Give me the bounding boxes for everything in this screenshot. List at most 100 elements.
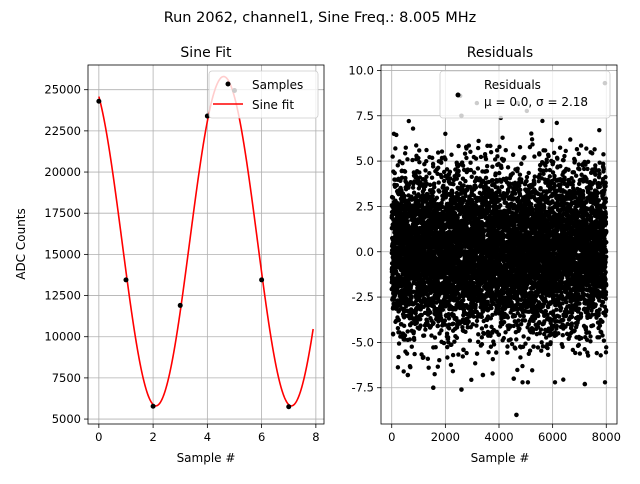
residual-point [484,324,488,328]
residual-point [417,148,421,152]
residual-point [476,166,480,170]
residual-point [471,322,475,326]
residual-point [412,352,416,356]
residual-point [484,157,488,161]
sine-fit-xtick-label: 2 [149,430,156,444]
residual-point [436,150,440,154]
sample-point [123,277,128,282]
residual-point [475,352,479,356]
residual-point [515,167,519,171]
residual-point [513,191,517,195]
residual-point [410,158,414,162]
residual-point [430,194,434,198]
residual-point [461,298,465,302]
residual-point [455,336,459,340]
residual-point [510,342,514,346]
residual-point [505,351,509,355]
residual-point [405,157,409,161]
legend-label-sine-fit: Sine fit [252,98,294,112]
residual-point [484,176,488,180]
residual-point [447,326,451,330]
residual-point [461,163,465,167]
residual-point [476,332,480,336]
residual-point [404,145,408,149]
residual-point [393,171,397,175]
residual-point [431,321,435,325]
residual-point [436,365,440,369]
residual-point [451,322,455,326]
residual-point [515,368,519,372]
residual-point [464,351,468,355]
residual-point [506,189,510,193]
residual-point [480,315,484,319]
residual-point [395,183,399,187]
sine-fit-xtick-label: 0 [95,430,102,444]
residual-point [446,335,450,339]
residual-point [403,333,407,337]
residual-point [442,341,446,345]
residual-point [390,154,394,158]
residual-point [393,146,397,150]
residual-point [490,165,494,169]
residual-point [443,157,447,161]
sine-fit-xlabel: Sample # [177,451,236,465]
residual-point [476,146,480,150]
residual-point [451,353,455,357]
residual-point [499,166,503,170]
residual-point [486,350,490,354]
residual-point [497,171,501,175]
sine-fit-ytick-label: 20000 [44,165,81,179]
residual-point [456,173,460,177]
residual-point [396,355,400,359]
residual-point [485,169,489,173]
residual-point [456,144,460,148]
residual-point [514,337,518,341]
residual-point [432,372,436,376]
residual-point [504,148,508,152]
residual-point [469,378,473,382]
sample-point [178,303,183,308]
residual-point [395,201,399,205]
residual-point [402,324,406,328]
sine-fit-ytick-label: 5000 [52,412,81,426]
residual-point [508,337,512,341]
sine-fit-ytick-label: 25000 [44,83,81,97]
residual-point [516,318,520,322]
residual-point [495,154,499,158]
residual-point [474,185,478,189]
sine-fit-ytick-label: 15000 [44,247,81,261]
residual-point [412,338,416,342]
legend-marker-samples [226,82,231,87]
residual-point [397,341,401,345]
residual-point [405,329,409,333]
residual-point [431,190,435,194]
residual-point [480,342,484,346]
residual-point [433,345,437,349]
residual-point [520,364,524,368]
residual-point [474,323,478,327]
residual-point [417,170,421,174]
residual-point [473,303,477,307]
sine-fit-ytick-label: 10000 [44,330,81,344]
residual-point [447,316,451,320]
sine-fit-xtick-label: 4 [204,430,211,444]
residual-point [498,203,502,207]
residual-point [416,156,420,160]
residual-point [449,153,453,157]
residual-point [474,156,478,160]
residual-point [443,318,447,322]
residual-point [443,132,447,136]
residual-point [394,133,398,137]
legend-label-samples: Samples [252,78,303,92]
residual-point [435,196,439,200]
residual-point [391,332,395,336]
residual-point [506,165,510,169]
sine-fit-ytick-label: 12500 [44,289,81,303]
residual-point [511,171,515,175]
residual-point [424,175,428,179]
residual-point [488,144,492,148]
sine-fit-title: Sine Fit [180,45,232,61]
residuals-title: Residuals [467,45,533,61]
residual-point [403,169,407,173]
